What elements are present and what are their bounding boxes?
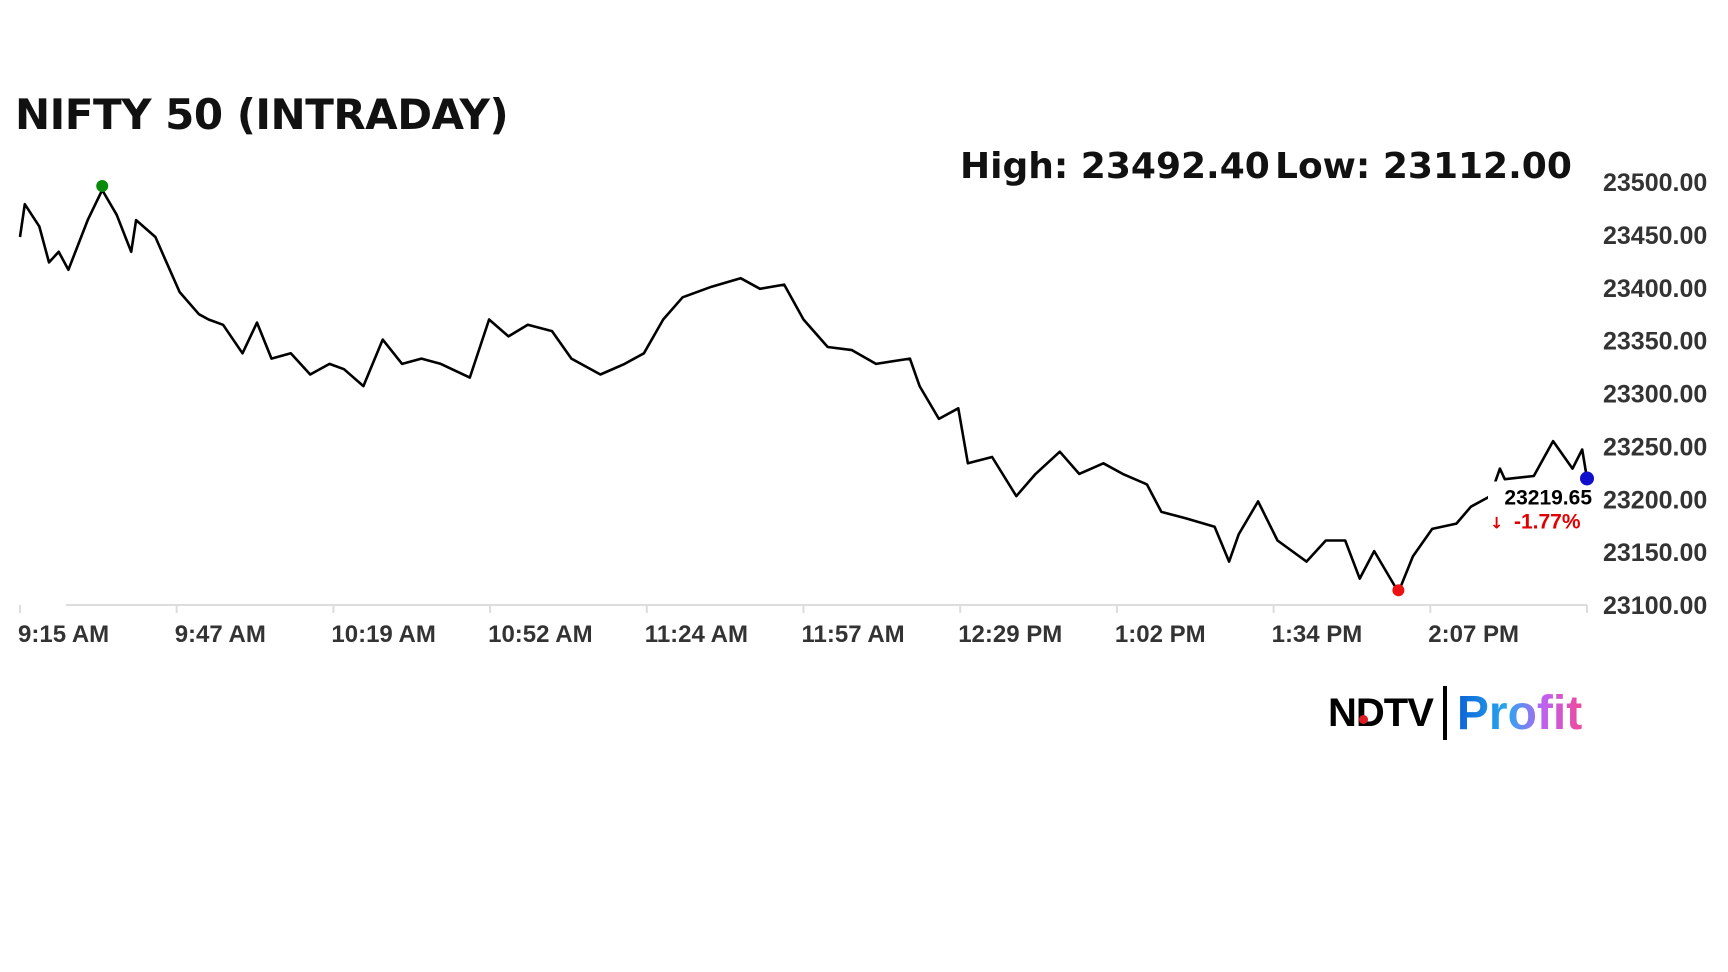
x-tick-label: 11:24 AM bbox=[645, 621, 748, 648]
logo-divider bbox=[1442, 686, 1447, 740]
x-tick-label: 11:57 AM bbox=[802, 621, 905, 648]
y-tick-label: 23250.00 bbox=[1603, 433, 1707, 461]
x-tick-label: 1:34 PM bbox=[1272, 621, 1363, 648]
markers: 23219.65↓ -1.77% bbox=[96, 180, 1594, 597]
y-tick-label: 23200.00 bbox=[1603, 486, 1707, 514]
last-price-change: -1.77% bbox=[1514, 510, 1581, 533]
high-point-marker bbox=[96, 180, 109, 193]
y-tick-label: 23150.00 bbox=[1603, 539, 1707, 567]
y-tick-label: 23400.00 bbox=[1603, 275, 1707, 303]
x-tick-label: 10:19 AM bbox=[331, 621, 435, 648]
y-tick-label: 23300.00 bbox=[1603, 381, 1707, 409]
x-tick-label: 10:52 AM bbox=[488, 621, 592, 648]
logo-red-dot bbox=[1359, 714, 1368, 724]
x-tick-label: 9:15 AM bbox=[18, 621, 109, 648]
ndtv-profit-logo: NDTV Profit bbox=[1328, 686, 1582, 740]
x-tick-label: 2:07 PM bbox=[1428, 621, 1519, 648]
logo-profit: Profit bbox=[1456, 686, 1583, 740]
y-tick-label: 23500.00 bbox=[1603, 169, 1707, 197]
x-tick-label: 1:02 PM bbox=[1115, 621, 1206, 648]
price-series-line bbox=[18, 188, 1589, 594]
chart-title: NIFTY 50 (INTRADAY) bbox=[15, 90, 509, 139]
down-arrow-icon: ↓ bbox=[1490, 513, 1503, 532]
x-tick-label: 12:29 PM bbox=[958, 621, 1062, 648]
y-tick-label: 23100.00 bbox=[1603, 592, 1707, 620]
low-point-marker bbox=[1392, 584, 1405, 597]
day-low-label: Low: 23112.00 bbox=[1275, 146, 1572, 187]
last-price-label-bg bbox=[1488, 481, 1594, 537]
axes: 9:15 AM 9:47 AM 10:19 AM 10:52 AM 11:24 AM 11… bbox=[18, 169, 1707, 648]
y-tick-label: 23450.00 bbox=[1603, 222, 1707, 250]
last-price-value: 23219.65 bbox=[1504, 486, 1592, 509]
y-tick-label: 23350.00 bbox=[1603, 328, 1707, 356]
logo-ndtv: NDTV bbox=[1328, 690, 1434, 735]
day-high-label: High: 23492.40 bbox=[960, 146, 1270, 187]
last-point-marker bbox=[1580, 471, 1594, 486]
x-tick-label: 9:47 AM bbox=[175, 621, 266, 648]
